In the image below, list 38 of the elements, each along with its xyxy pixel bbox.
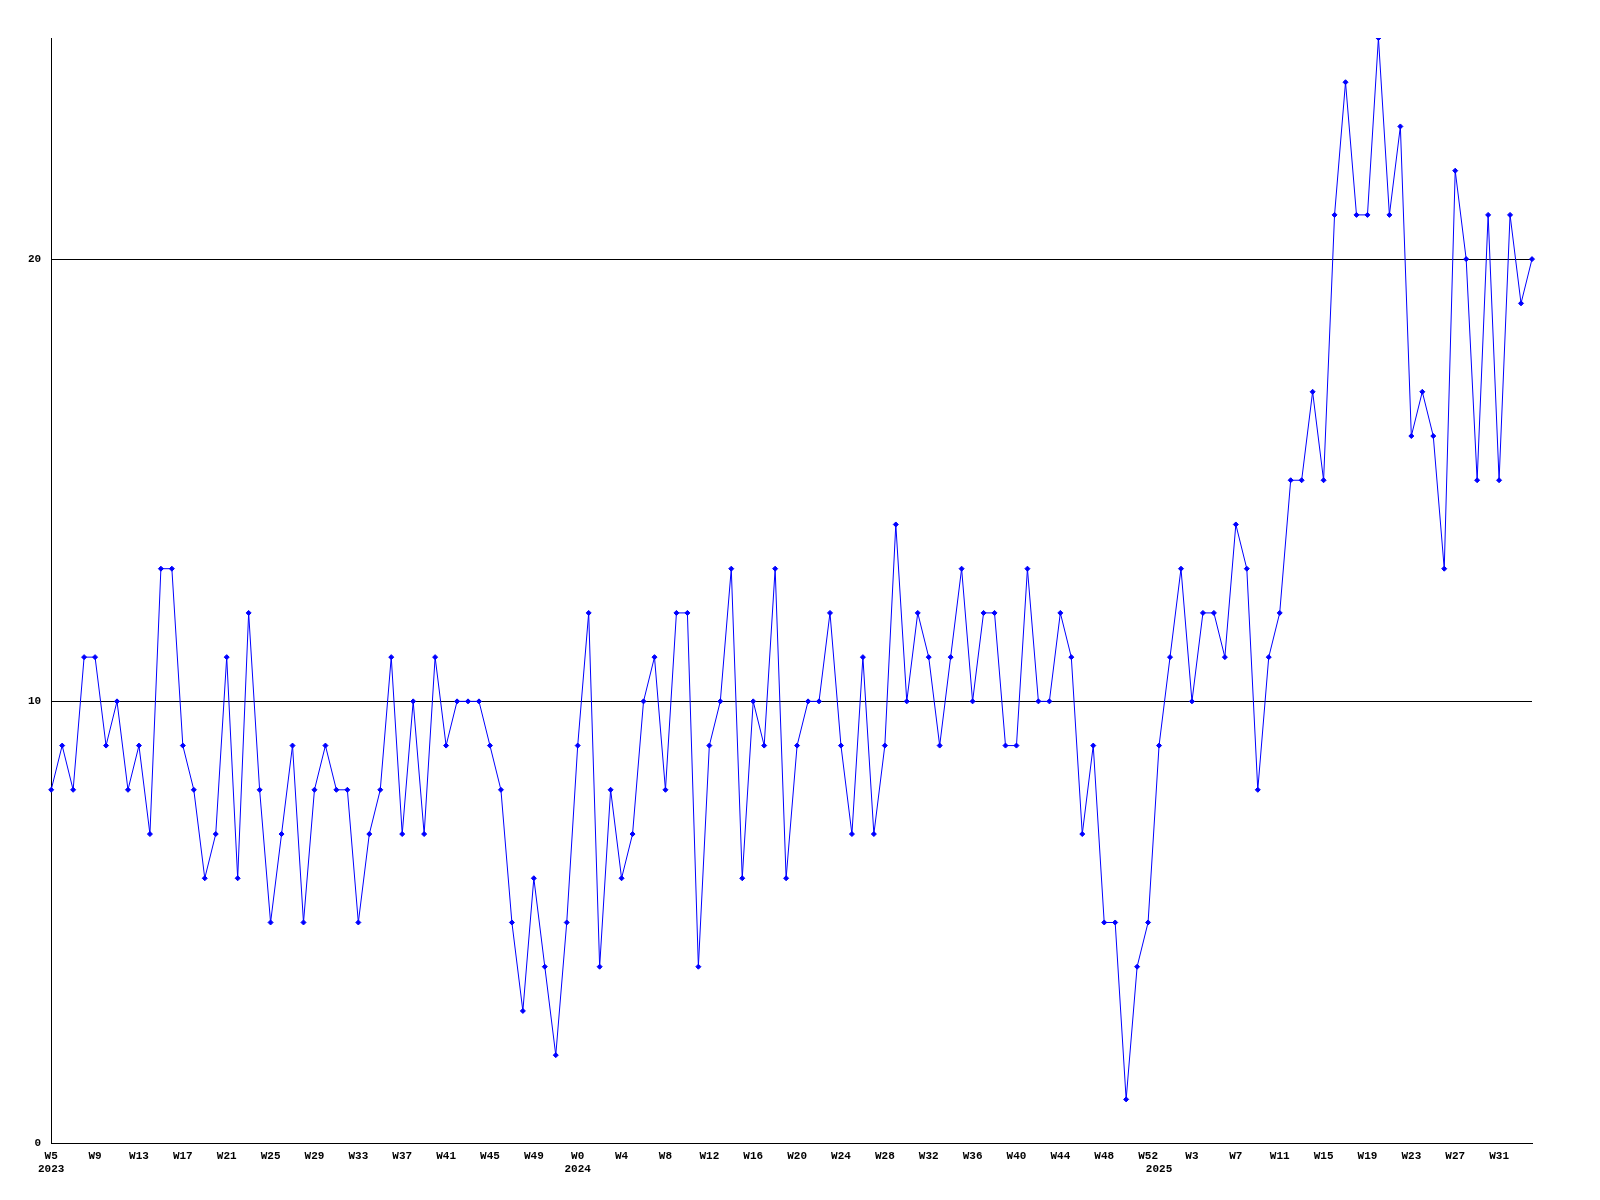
x-tick-label: W49 bbox=[523, 1149, 544, 1162]
x-tick-label: W4 bbox=[614, 1149, 629, 1162]
x-tick-label: W19 bbox=[1357, 1149, 1378, 1162]
x-tick-label: 2025 bbox=[1145, 1163, 1173, 1176]
x-tick-label: W31 bbox=[1489, 1149, 1510, 1162]
x-tick-label: W33 bbox=[348, 1149, 369, 1162]
x-tick-label: W40 bbox=[1006, 1149, 1027, 1162]
x-tick-label: W11 bbox=[1269, 1149, 1291, 1162]
x-tick-label: W25 bbox=[260, 1149, 281, 1162]
x-tick-label: W37 bbox=[392, 1149, 413, 1162]
x-tick-label: W28 bbox=[874, 1149, 896, 1162]
x-tick-label: W0 2024 bbox=[564, 1149, 592, 1176]
x-tick-label: W44 bbox=[1050, 1149, 1071, 1162]
x-tick-label: W20 bbox=[787, 1149, 807, 1162]
x-tick-label: W41 bbox=[436, 1149, 457, 1162]
x-tick-label: W21 bbox=[216, 1149, 237, 1162]
x-tick-label: W16 bbox=[743, 1149, 764, 1162]
x-tick-label: W9 bbox=[88, 1149, 102, 1162]
x-tick-label: W29 bbox=[304, 1149, 325, 1162]
x-tick-label: W23 bbox=[1401, 1149, 1422, 1162]
x-tick-label: W48 bbox=[1094, 1149, 1115, 1162]
x-tick-label: W15 bbox=[1313, 1149, 1334, 1162]
y-tick-label: 20 bbox=[28, 252, 42, 265]
x-tick-label: W8 bbox=[658, 1149, 673, 1162]
x-tick-label: W24 bbox=[831, 1149, 852, 1162]
x-tick-label: W3 bbox=[1185, 1149, 1199, 1162]
x-tick-label: W5 2023 bbox=[38, 1149, 65, 1176]
x-tick-label: W36 bbox=[962, 1149, 983, 1162]
x-tick-label: W17 bbox=[172, 1149, 193, 1162]
x-tick-label: W45 bbox=[480, 1149, 501, 1162]
x-tick-label: W13 bbox=[129, 1149, 150, 1162]
x-tick-label: W7 bbox=[1229, 1149, 1243, 1162]
x-tick-label: W27 bbox=[1445, 1149, 1466, 1162]
y-tick-label: 10 bbox=[28, 695, 42, 708]
x-tick-label: W52 bbox=[1138, 1149, 1158, 1162]
y-tick-label: 0 bbox=[34, 1137, 42, 1150]
x-tick-label: W32 bbox=[918, 1149, 939, 1162]
x-tick-label: W12 bbox=[699, 1149, 720, 1162]
